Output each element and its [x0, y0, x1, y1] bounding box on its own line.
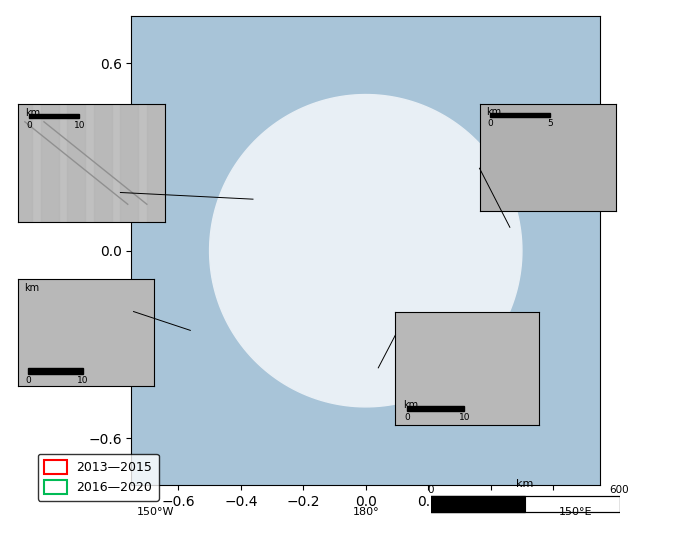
- Polygon shape: [0, 104, 6, 222]
- Text: km: km: [402, 400, 418, 410]
- Text: 0: 0: [27, 121, 32, 130]
- Polygon shape: [94, 104, 111, 222]
- Text: 0: 0: [25, 376, 32, 385]
- Polygon shape: [407, 406, 464, 411]
- Polygon shape: [209, 95, 522, 407]
- Text: 10: 10: [74, 121, 85, 130]
- Polygon shape: [199, 104, 218, 222]
- Polygon shape: [525, 496, 620, 512]
- Legend: 2013—2015, 2016—2020: 2013—2015, 2016—2020: [38, 454, 159, 501]
- Polygon shape: [67, 104, 85, 222]
- Text: 10: 10: [77, 376, 89, 385]
- Text: km: km: [486, 107, 501, 117]
- Text: 10: 10: [458, 414, 470, 423]
- Polygon shape: [491, 113, 550, 117]
- Text: 5: 5: [547, 119, 554, 128]
- Polygon shape: [120, 104, 138, 222]
- Text: 600: 600: [610, 484, 629, 494]
- Text: 0: 0: [487, 119, 494, 128]
- Text: km: km: [517, 479, 533, 489]
- Polygon shape: [41, 104, 59, 222]
- Text: 180°: 180°: [352, 507, 379, 517]
- Text: 0: 0: [427, 484, 434, 494]
- Polygon shape: [430, 496, 525, 512]
- Polygon shape: [29, 113, 79, 118]
- Text: km: km: [25, 283, 39, 293]
- Polygon shape: [15, 104, 32, 222]
- Polygon shape: [147, 104, 164, 222]
- Text: 0: 0: [404, 414, 410, 423]
- Text: 150°W: 150°W: [137, 507, 174, 517]
- Text: 150°E: 150°E: [559, 507, 592, 517]
- Polygon shape: [29, 368, 83, 374]
- Text: km: km: [25, 107, 40, 118]
- Polygon shape: [174, 104, 191, 222]
